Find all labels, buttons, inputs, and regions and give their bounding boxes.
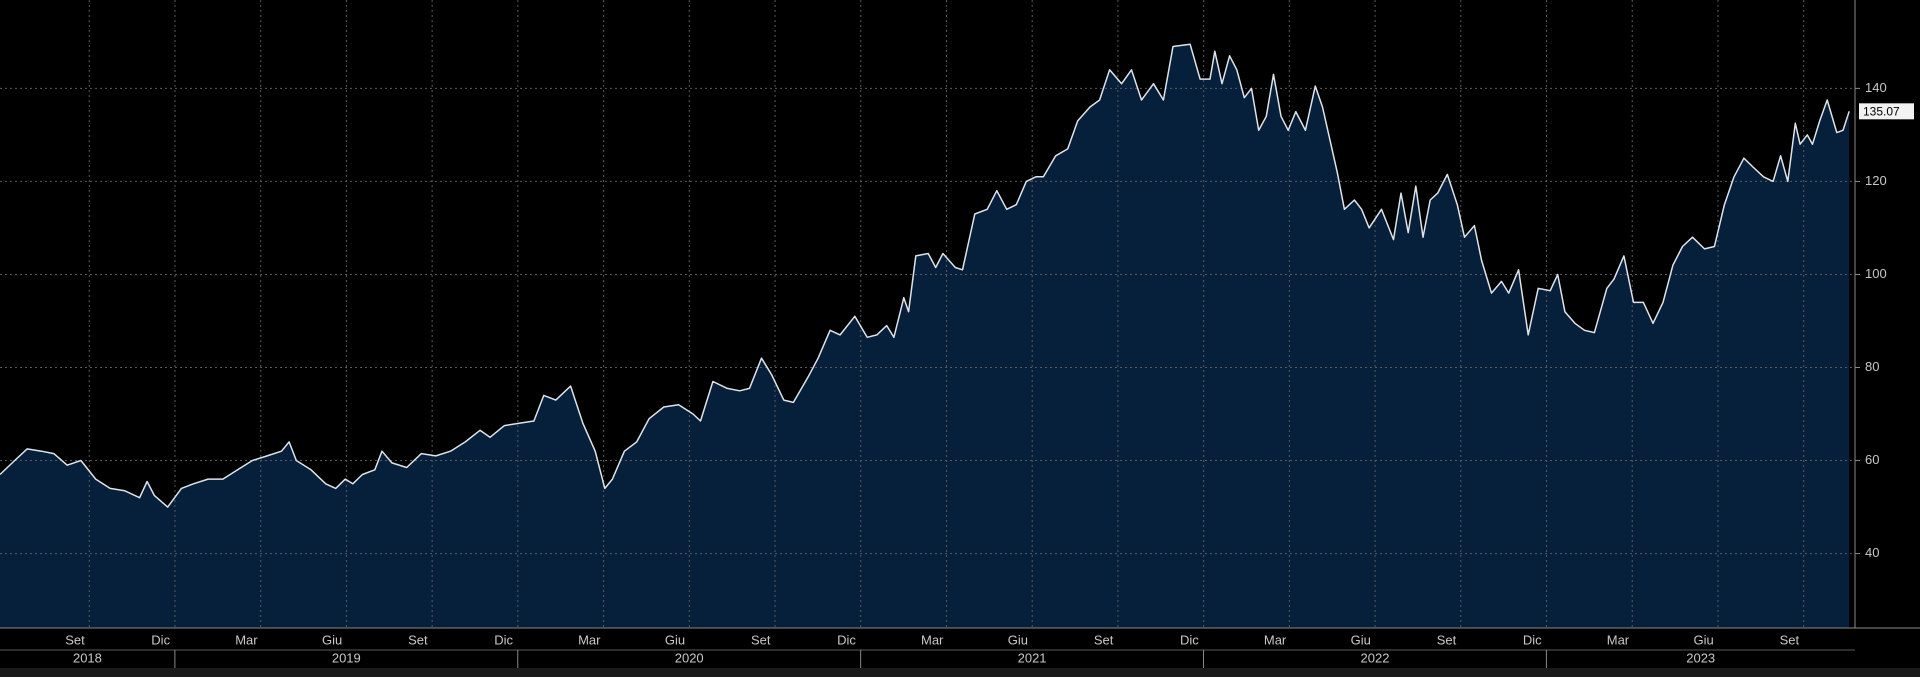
- last-value-label: 135.07: [1863, 104, 1900, 118]
- x-tick-label: Giu: [1008, 632, 1028, 647]
- y-tick-label: 60: [1865, 452, 1879, 467]
- x-tick-label: Mar: [578, 632, 601, 647]
- price-line: [0, 43, 1850, 508]
- year-label: 2023: [1686, 650, 1715, 665]
- x-tick-label: Giu: [322, 632, 342, 647]
- x-tick-label: Dic: [1180, 632, 1199, 647]
- x-tick-label: Mar: [1607, 632, 1630, 647]
- y-tick-label: 120: [1865, 173, 1887, 188]
- x-tick-label: Mar: [235, 632, 258, 647]
- x-tick-label: Mar: [1264, 632, 1287, 647]
- year-label: 2021: [1018, 650, 1047, 665]
- x-tick-label: Set: [408, 632, 428, 647]
- last-value-box: [1859, 103, 1914, 120]
- x-tick-label: Set: [1780, 632, 1800, 647]
- year-label: 2018: [73, 650, 102, 665]
- year-label: 2020: [675, 650, 704, 665]
- y-tick-label: 80: [1865, 359, 1879, 374]
- x-tick-label: Set: [1437, 632, 1457, 647]
- x-tick-label: Dic: [837, 632, 856, 647]
- x-tick-label: Dic: [1523, 632, 1542, 647]
- year-label: 2022: [1361, 650, 1390, 665]
- y-tick-label: 140: [1865, 80, 1887, 95]
- x-tick-label: Dic: [151, 632, 170, 647]
- x-tick-label: Giu: [1694, 632, 1714, 647]
- x-tick-label: Set: [751, 632, 771, 647]
- x-tick-label: Giu: [665, 632, 685, 647]
- x-tick-label: Giu: [1351, 632, 1371, 647]
- x-tick-label: Dic: [494, 632, 513, 647]
- x-tick-label: Set: [65, 632, 85, 647]
- area-fill: [0, 44, 1850, 628]
- year-label: 2019: [332, 650, 361, 665]
- y-tick-label: 100: [1865, 266, 1887, 281]
- x-tick-label: Set: [1094, 632, 1114, 647]
- bottom-bar: [0, 668, 1920, 677]
- y-tick-label: 40: [1865, 545, 1879, 560]
- x-tick-label: Mar: [921, 632, 944, 647]
